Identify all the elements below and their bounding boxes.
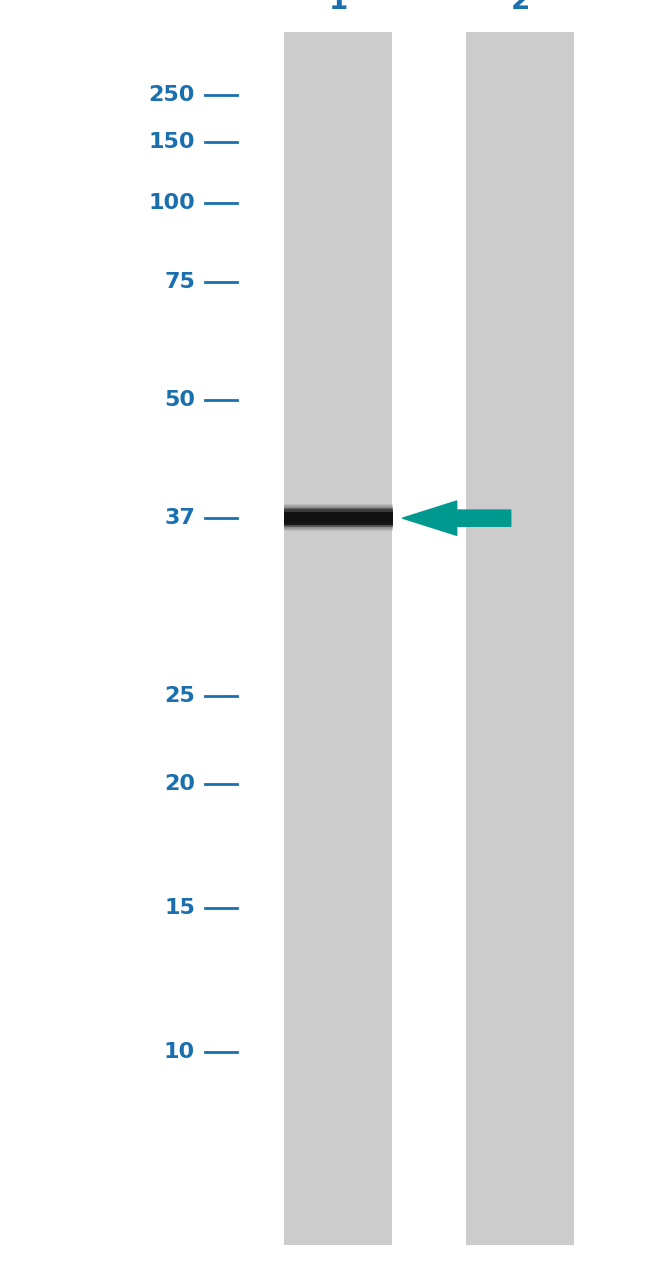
Bar xyxy=(285,32,391,1245)
Text: 75: 75 xyxy=(164,272,195,292)
Bar xyxy=(284,513,393,514)
Bar xyxy=(284,528,393,531)
Bar xyxy=(284,527,393,530)
Bar xyxy=(284,507,393,509)
Bar xyxy=(284,509,393,512)
Bar xyxy=(284,523,393,525)
Bar xyxy=(284,511,393,513)
Bar xyxy=(284,528,393,530)
Bar xyxy=(284,516,393,518)
Bar xyxy=(284,523,393,526)
Bar xyxy=(284,514,393,517)
Bar xyxy=(284,521,393,522)
Bar xyxy=(284,526,393,528)
Bar xyxy=(284,517,393,519)
Bar xyxy=(284,505,393,507)
Bar xyxy=(284,518,393,519)
Bar xyxy=(284,519,393,522)
Bar xyxy=(284,508,393,511)
Bar xyxy=(284,508,393,509)
Bar xyxy=(284,512,393,514)
Bar xyxy=(284,521,393,523)
Bar xyxy=(284,518,393,521)
Bar xyxy=(284,522,393,525)
Bar xyxy=(284,525,393,527)
FancyArrowPatch shape xyxy=(402,500,511,536)
Text: 50: 50 xyxy=(164,390,195,410)
Bar xyxy=(284,512,393,525)
Text: 25: 25 xyxy=(164,686,195,706)
Bar xyxy=(284,504,393,507)
Text: 37: 37 xyxy=(164,508,195,528)
Bar xyxy=(284,516,393,517)
Bar xyxy=(284,511,393,512)
Text: 20: 20 xyxy=(164,773,195,794)
Bar xyxy=(467,32,573,1245)
Bar xyxy=(284,505,393,508)
Text: 100: 100 xyxy=(148,193,195,213)
Text: 10: 10 xyxy=(164,1041,195,1062)
Text: 250: 250 xyxy=(149,85,195,105)
Text: 2: 2 xyxy=(510,0,530,15)
Text: 150: 150 xyxy=(148,132,195,152)
Text: 1: 1 xyxy=(328,0,348,15)
Bar xyxy=(284,513,393,516)
Text: 15: 15 xyxy=(164,898,195,918)
Bar xyxy=(284,526,393,527)
